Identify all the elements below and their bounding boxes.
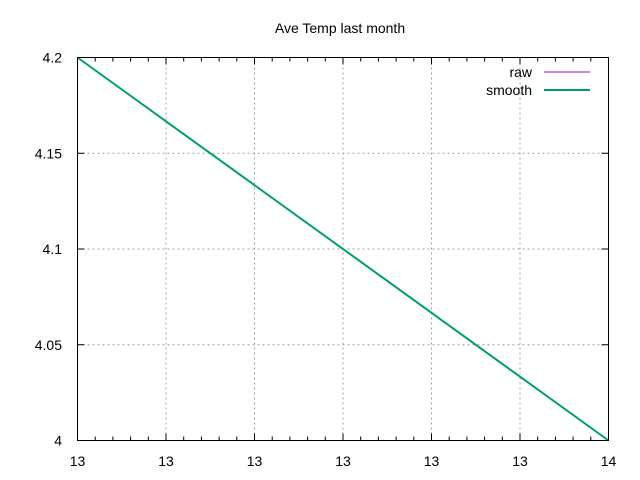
x-tick-label: 14 [601, 453, 617, 469]
x-tick-label: 13 [335, 453, 351, 469]
chart-title: Ave Temp last month [275, 20, 405, 36]
x-tick-label: 13 [158, 453, 174, 469]
ticks [77, 57, 609, 441]
y-tick-label: 4.15 [35, 145, 62, 161]
legend-label-raw: raw [509, 64, 532, 80]
x-tick-label: 13 [70, 453, 86, 469]
y-tick-label: 4.1 [43, 241, 63, 257]
series-line-smooth [76, 56, 610, 442]
x-tick-label: 13 [424, 453, 440, 469]
x-tick-labels: 13 13 13 13 13 13 14 [70, 453, 617, 469]
legend: raw smooth [486, 64, 590, 98]
y-tick-label: 4.2 [43, 50, 63, 66]
x-tick-label: 13 [247, 453, 263, 469]
y-tick-label: 4 [54, 433, 62, 449]
legend-label-smooth: smooth [486, 82, 532, 98]
y-tick-labels: 4 4.05 4.1 4.15 4.2 [35, 50, 62, 449]
y-tick-label: 4.05 [35, 337, 62, 353]
x-tick-label: 13 [512, 453, 528, 469]
series-layer [76, 56, 610, 442]
